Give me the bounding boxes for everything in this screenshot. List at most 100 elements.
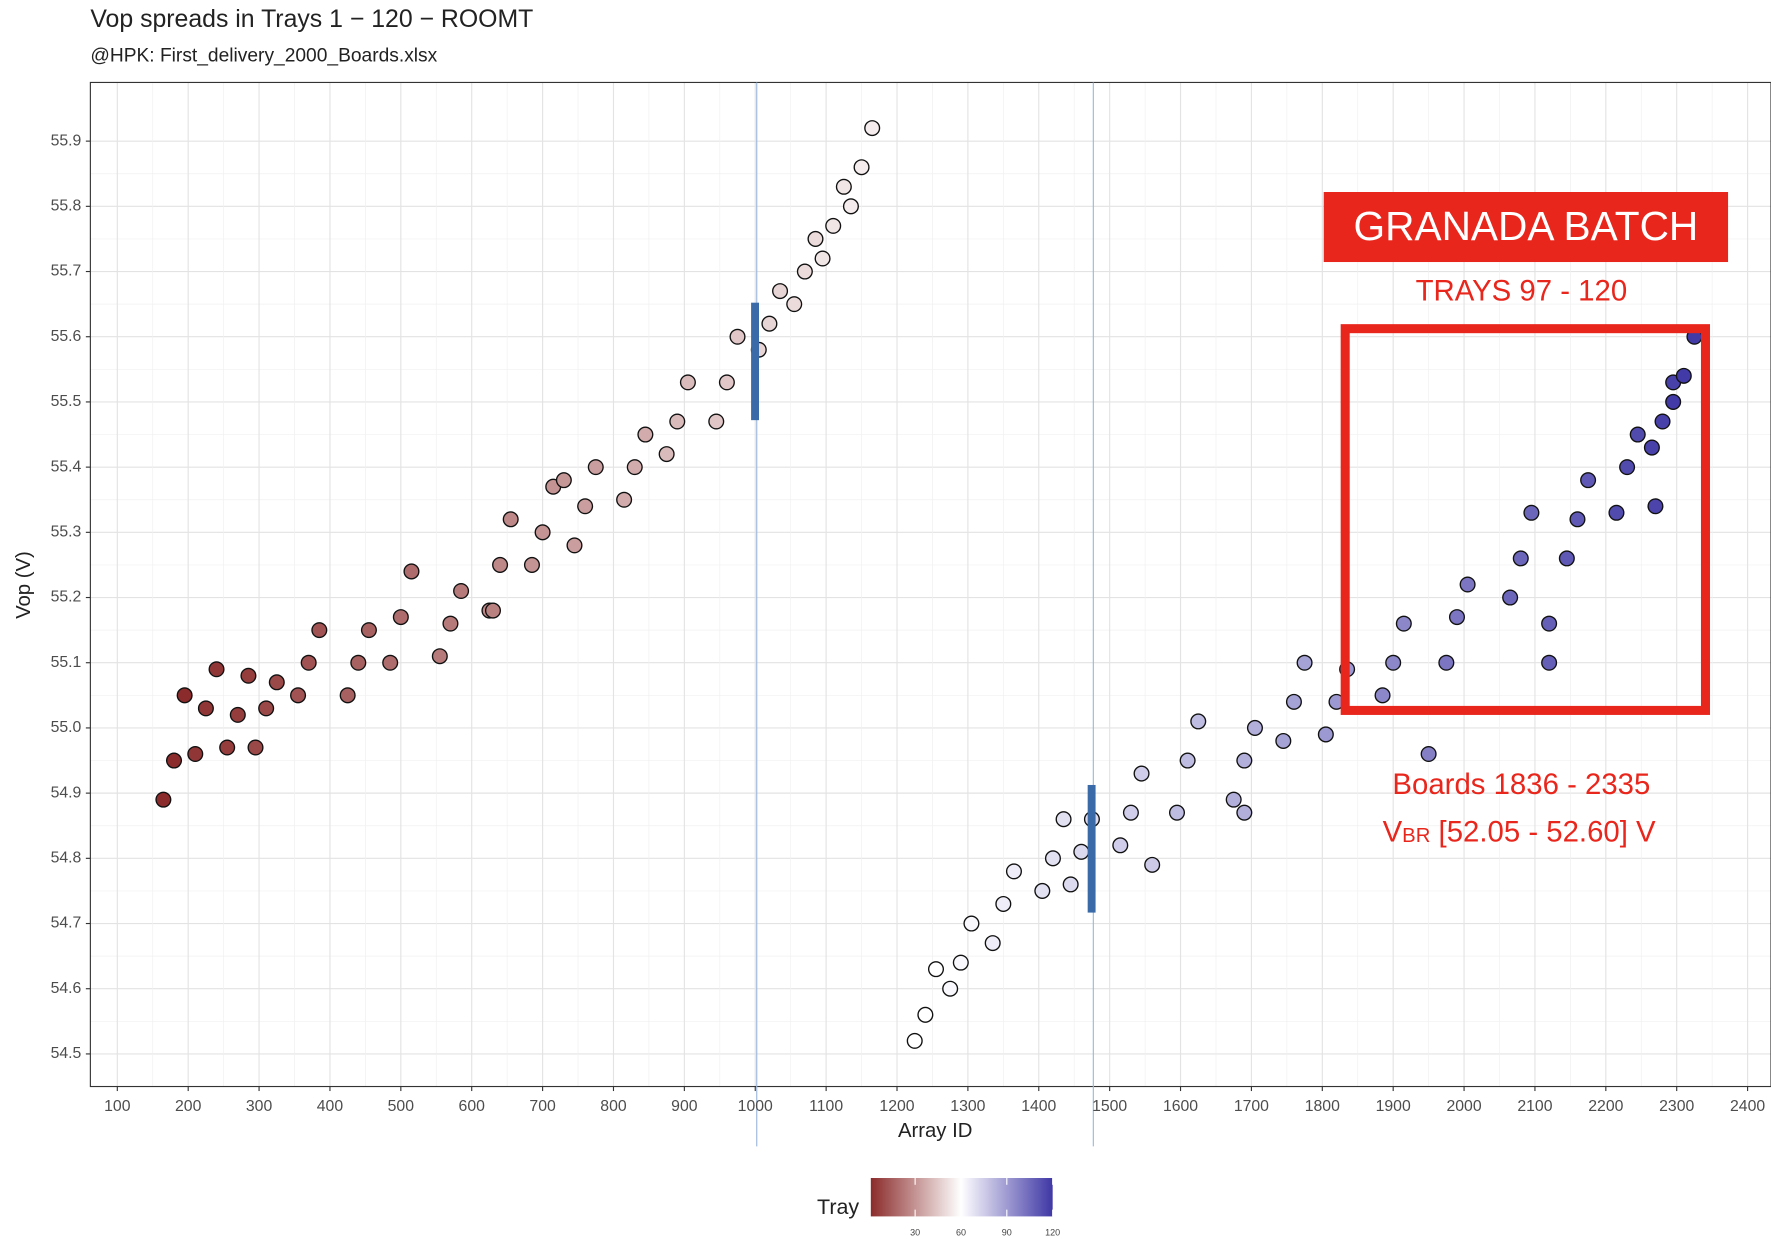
point xyxy=(484,602,502,619)
x-tick-label: 1800 xyxy=(1305,1098,1340,1115)
point xyxy=(1629,426,1646,443)
x-tick-label: 1400 xyxy=(1021,1098,1056,1115)
chart-subtitle: @HPK: First_delivery_2000_Boards.xlsx xyxy=(90,46,437,67)
point xyxy=(835,178,852,195)
vbr-label: VBR [52.05 - 52.60] V xyxy=(1383,815,1656,848)
y-tick-label: 55.4 xyxy=(51,458,82,475)
point xyxy=(165,752,183,769)
point xyxy=(339,687,356,704)
point xyxy=(1062,876,1079,893)
point xyxy=(718,374,735,391)
point xyxy=(1438,654,1455,671)
y-tick-label: 55.0 xyxy=(51,719,82,736)
point xyxy=(1580,472,1597,489)
x-tick-label: 100 xyxy=(104,1098,131,1115)
legend: 30 60 90 120 xyxy=(870,1178,1060,1238)
point xyxy=(1179,752,1196,769)
y-tick-label: 55.9 xyxy=(51,132,82,149)
point xyxy=(796,263,813,280)
point xyxy=(155,791,172,808)
seam-marker xyxy=(1087,784,1096,913)
x-tick-label: 800 xyxy=(600,1098,627,1115)
y-tick-label: 55.5 xyxy=(51,393,82,410)
point xyxy=(786,296,803,313)
point xyxy=(1643,439,1660,456)
x-tick-label: 200 xyxy=(175,1098,202,1115)
point xyxy=(555,472,572,489)
point xyxy=(1647,498,1664,515)
x-tick-label: 700 xyxy=(529,1098,556,1115)
point xyxy=(1225,791,1242,808)
point xyxy=(566,537,583,554)
colorbar-tick-label: 90 xyxy=(1002,1228,1012,1238)
point xyxy=(853,159,870,176)
point xyxy=(825,217,842,234)
point xyxy=(1246,719,1263,736)
colorbar xyxy=(870,1178,1053,1217)
point xyxy=(1608,504,1625,521)
points xyxy=(155,120,1703,1049)
point xyxy=(842,198,859,215)
point xyxy=(176,687,193,704)
x-tick-label: 300 xyxy=(246,1098,273,1115)
point xyxy=(1675,367,1692,384)
x-tick-label: 1000 xyxy=(738,1098,773,1115)
point xyxy=(952,954,969,971)
point xyxy=(1541,615,1558,632)
point xyxy=(442,615,459,632)
point xyxy=(197,700,214,717)
point xyxy=(1055,811,1072,828)
y-tick-label: 54.8 xyxy=(51,849,82,866)
batch-box xyxy=(1323,192,1729,263)
point xyxy=(350,654,367,671)
chart-title: Vop spreads in Trays 1 − 120 − ROOMT xyxy=(90,6,533,33)
point xyxy=(577,498,594,515)
point xyxy=(729,328,746,345)
point xyxy=(1541,654,1558,671)
y-tick-label: 54.6 xyxy=(51,980,82,997)
point xyxy=(247,739,264,756)
x-tick-label: 2200 xyxy=(1588,1098,1623,1115)
point xyxy=(906,1032,923,1049)
x-tick-label: 500 xyxy=(388,1098,415,1115)
x-tick-label: 1100 xyxy=(809,1098,843,1115)
y-tick-label: 55.6 xyxy=(51,328,82,345)
point xyxy=(637,426,654,443)
trays-label: TRAYS 97 - 120 xyxy=(1416,274,1628,307)
x-tick-label: 2000 xyxy=(1446,1098,1481,1115)
y-tick-label: 54.5 xyxy=(51,1045,82,1062)
point xyxy=(1122,804,1139,821)
point xyxy=(1144,856,1161,873)
point xyxy=(492,556,509,573)
point xyxy=(1385,654,1402,671)
point xyxy=(1236,752,1253,769)
x-tick-label: 1300 xyxy=(950,1098,985,1115)
colorbar-tick-label: 60 xyxy=(956,1228,966,1238)
colorbar-tick-label: 120 xyxy=(1045,1228,1060,1238)
colorbar-tick-label: 30 xyxy=(910,1228,920,1238)
point xyxy=(1236,804,1253,821)
point xyxy=(1285,693,1302,710)
point xyxy=(360,622,377,639)
point xyxy=(431,648,448,665)
point xyxy=(616,491,633,508)
point xyxy=(1275,732,1292,749)
y-tick-label: 55.3 xyxy=(51,523,82,540)
point xyxy=(761,315,778,332)
x-tick-label: 1700 xyxy=(1234,1098,1269,1115)
x-axis-label: Array ID xyxy=(898,1120,973,1142)
point xyxy=(1034,882,1051,899)
point xyxy=(917,1006,934,1023)
x-tick-label: 1500 xyxy=(1092,1098,1127,1115)
point xyxy=(669,413,686,430)
point xyxy=(708,413,725,430)
point xyxy=(523,556,540,573)
point xyxy=(382,654,399,671)
y-tick-label: 55.1 xyxy=(51,654,82,671)
point xyxy=(963,915,980,932)
point xyxy=(679,374,696,391)
y-tick-label: 55.8 xyxy=(51,198,82,215)
point xyxy=(995,895,1012,912)
point xyxy=(1459,576,1476,593)
